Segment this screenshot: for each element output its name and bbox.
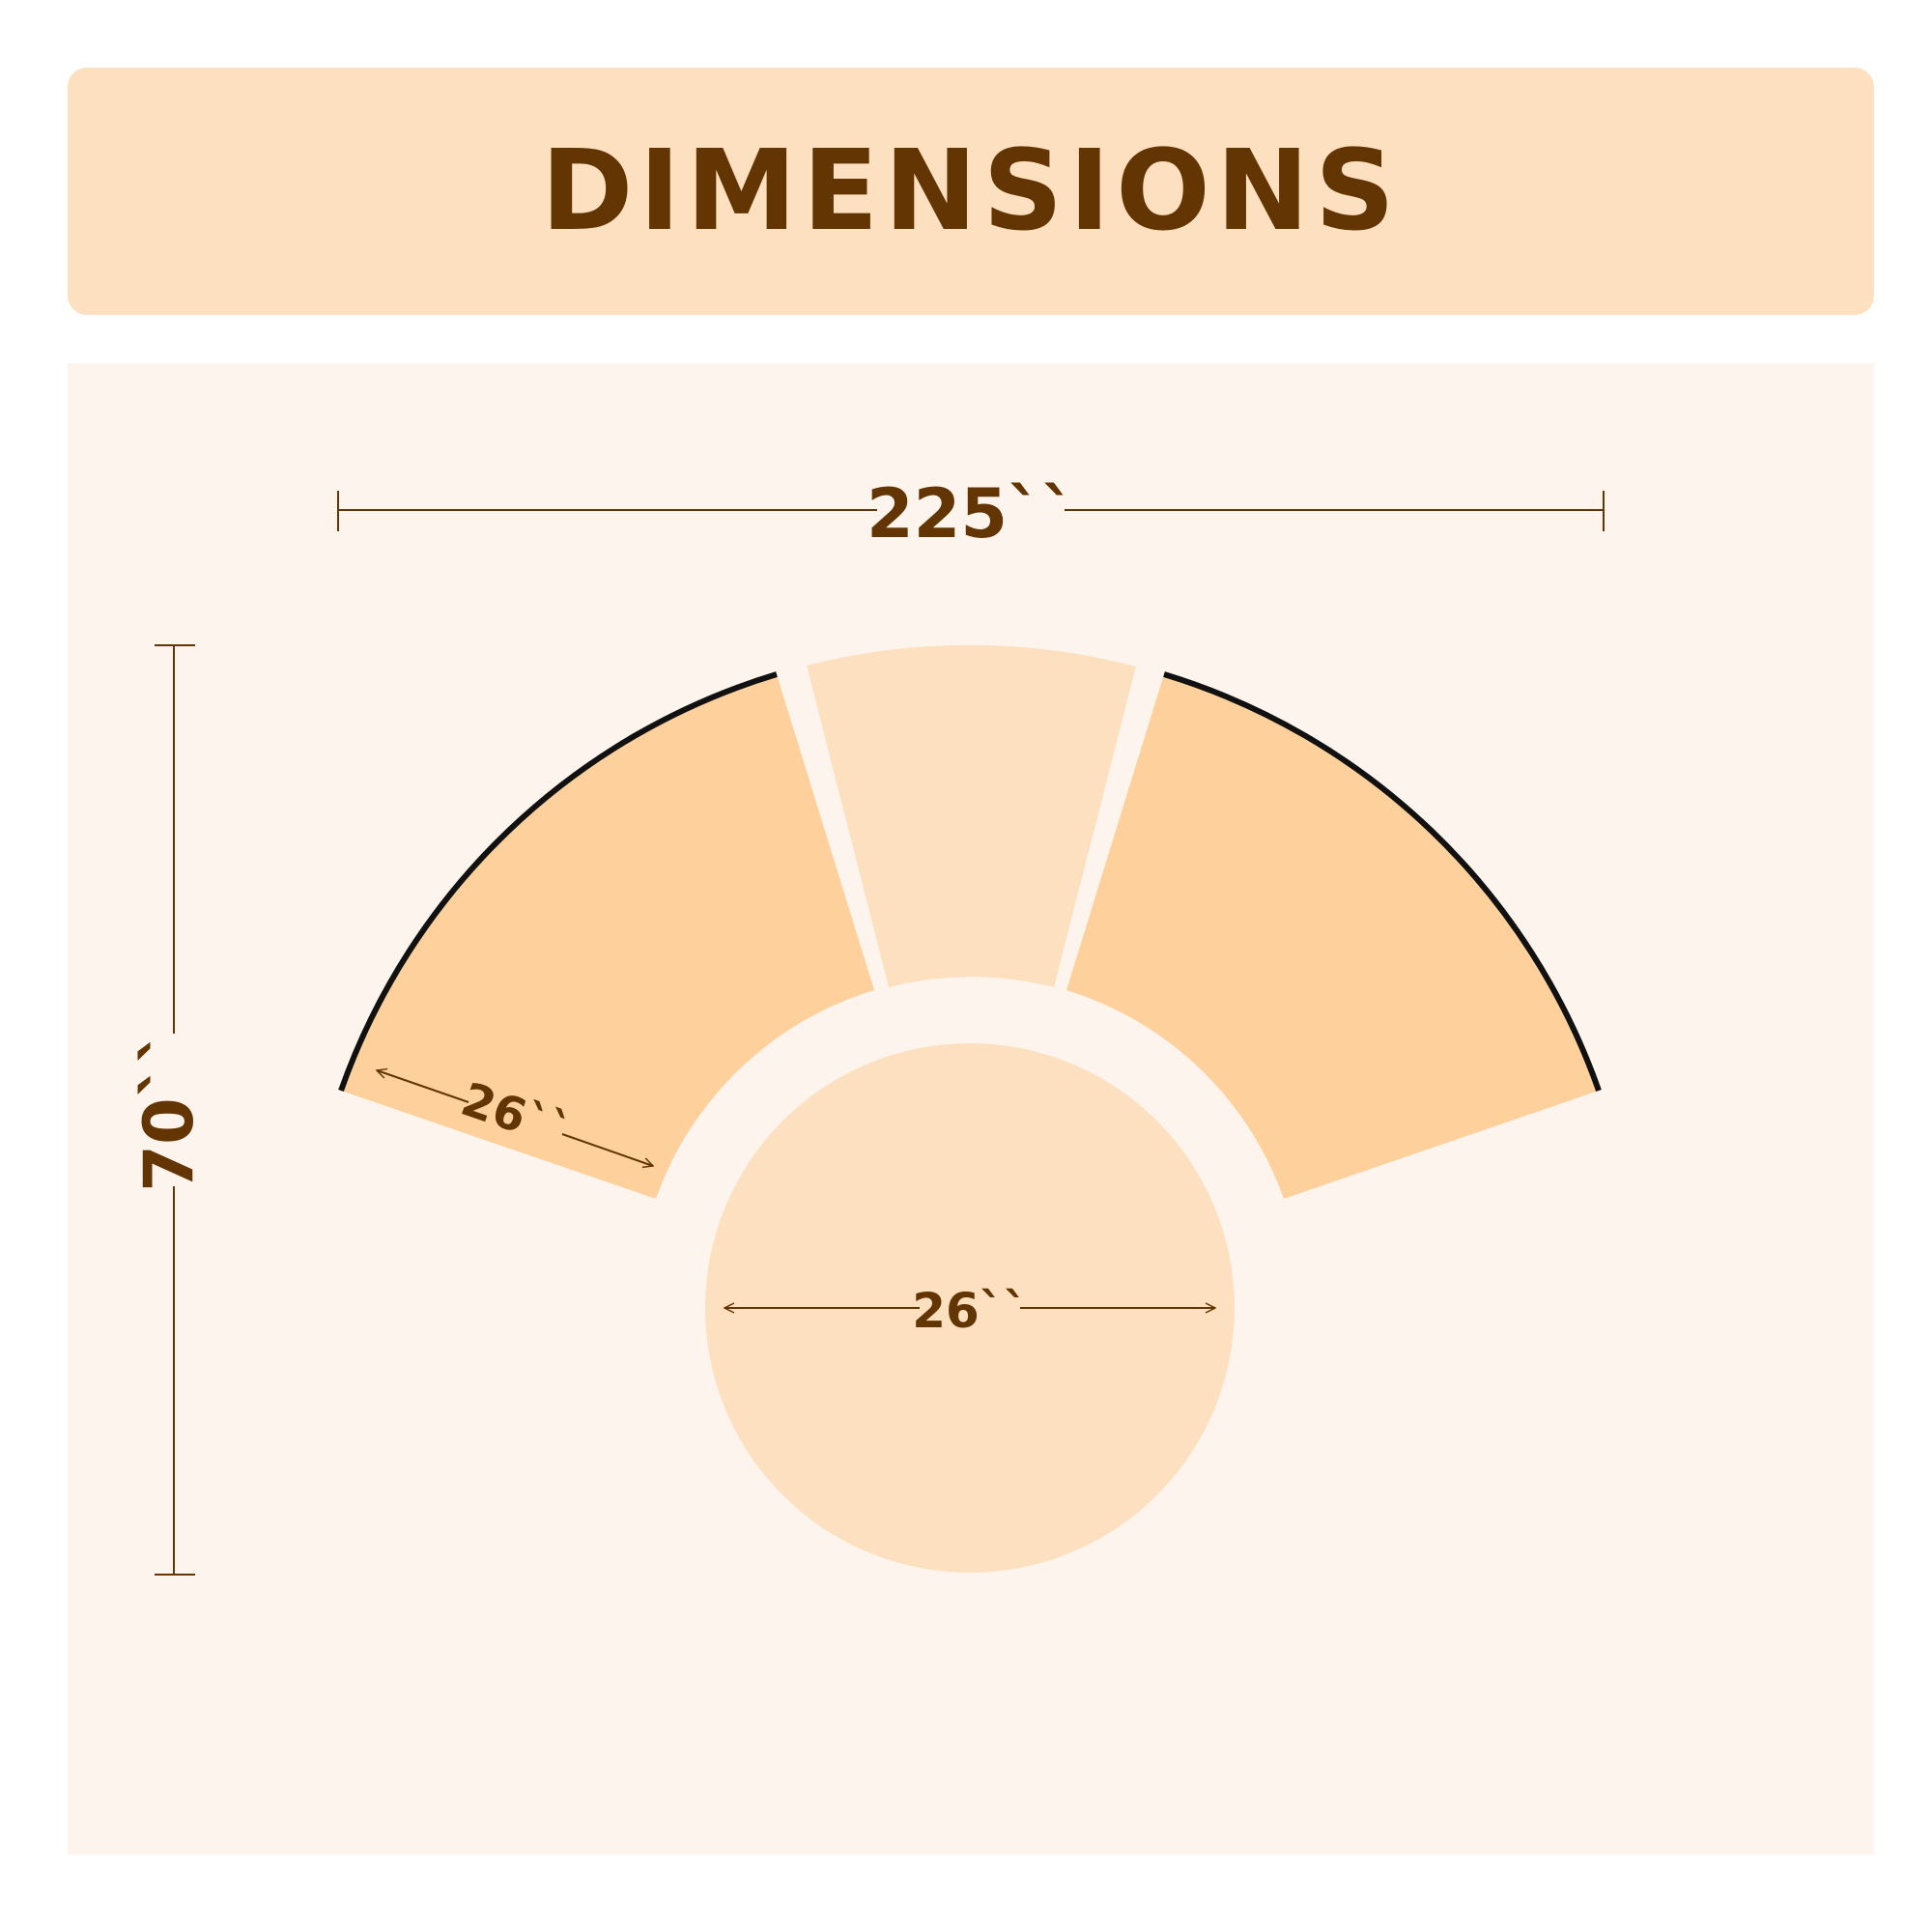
table-diameter-label: 26`` — [912, 1283, 1028, 1339]
depth-dimension — [155, 644, 195, 1576]
right-sofa-section — [1066, 674, 1599, 1199]
right-section-back-outline — [1163, 671, 1602, 1092]
width-label: 225`` — [867, 474, 1075, 554]
header-banner: DIMENSIONS — [68, 68, 1874, 315]
left-section-back-outline — [338, 671, 778, 1092]
round-table — [705, 1043, 1235, 1573]
width-dimension — [337, 491, 1605, 531]
depth-label: 70`` — [129, 1030, 209, 1191]
seat-depth-dimension — [377, 1070, 653, 1166]
page-title: DIMENSIONS — [541, 126, 1401, 256]
seat-depth-arrow-left — [377, 1070, 469, 1103]
seat-depth-arrow-right — [561, 1133, 653, 1166]
center-sofa-section — [807, 644, 1136, 987]
left-sofa-section — [341, 674, 874, 1199]
